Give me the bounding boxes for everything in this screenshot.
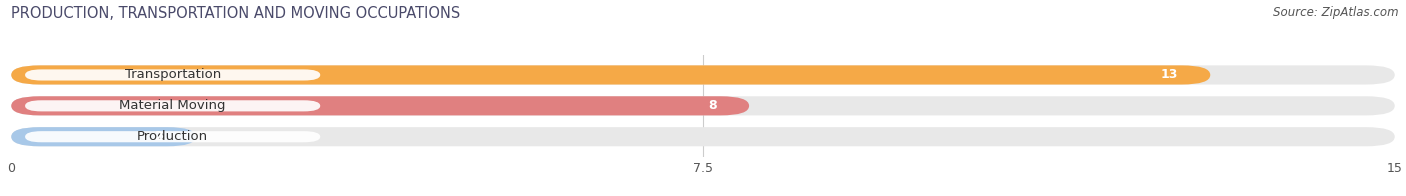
FancyBboxPatch shape — [11, 127, 195, 146]
FancyBboxPatch shape — [11, 127, 1395, 146]
Text: 8: 8 — [709, 99, 717, 112]
FancyBboxPatch shape — [11, 96, 749, 115]
Text: PRODUCTION, TRANSPORTATION AND MOVING OCCUPATIONS: PRODUCTION, TRANSPORTATION AND MOVING OC… — [11, 6, 461, 21]
Text: 2: 2 — [155, 130, 163, 143]
FancyBboxPatch shape — [25, 131, 321, 142]
FancyBboxPatch shape — [11, 96, 1395, 115]
FancyBboxPatch shape — [11, 65, 1211, 84]
Text: Material Moving: Material Moving — [120, 99, 226, 112]
Text: 13: 13 — [1160, 68, 1178, 82]
FancyBboxPatch shape — [25, 100, 321, 111]
FancyBboxPatch shape — [11, 65, 1395, 84]
Text: Transportation: Transportation — [125, 68, 221, 82]
Text: Production: Production — [138, 130, 208, 143]
FancyBboxPatch shape — [25, 69, 321, 81]
Text: Source: ZipAtlas.com: Source: ZipAtlas.com — [1274, 6, 1399, 19]
